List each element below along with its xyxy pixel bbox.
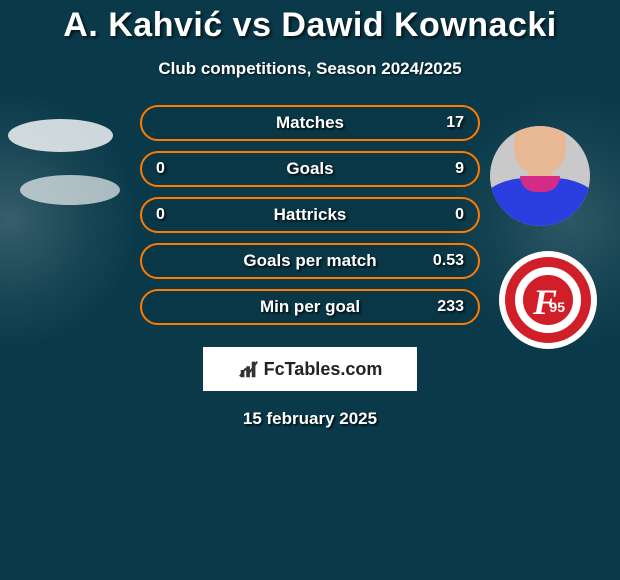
stat-row: Goals per match0.53 [140, 243, 480, 279]
comparison-card: A. Kahvić vs Dawid Kownacki Club competi… [0, 0, 620, 580]
stats-list: Matches170Goals90Hattricks0Goals per mat… [0, 105, 620, 335]
stat-label: Goals per match [196, 251, 424, 271]
stat-value-right: 9 [424, 160, 464, 178]
stat-value-left: 0 [156, 160, 196, 178]
stat-value-right: 233 [424, 298, 464, 316]
stat-value-right: 17 [424, 114, 464, 132]
subtitle: Club competitions, Season 2024/2025 [0, 59, 620, 79]
stat-label: Matches [196, 113, 424, 133]
stat-value-left: 0 [156, 206, 196, 224]
page-title: A. Kahvić vs Dawid Kownacki [0, 0, 620, 45]
stat-row: Min per goal233 [140, 289, 480, 325]
logo-text: FcTables.com [264, 359, 383, 380]
stat-row: Matches17 [140, 105, 480, 141]
stat-row: 0Goals9 [140, 151, 480, 187]
stat-label: Hattricks [196, 205, 424, 225]
chart-icon [238, 358, 260, 380]
stat-row: 0Hattricks0 [140, 197, 480, 233]
stat-label: Min per goal [196, 297, 424, 317]
stat-value-right: 0.53 [424, 252, 464, 270]
site-logo: FcTables.com [203, 347, 417, 391]
stat-value-right: 0 [424, 206, 464, 224]
stat-label: Goals [196, 159, 424, 179]
comparison-date: 15 february 2025 [0, 409, 620, 429]
